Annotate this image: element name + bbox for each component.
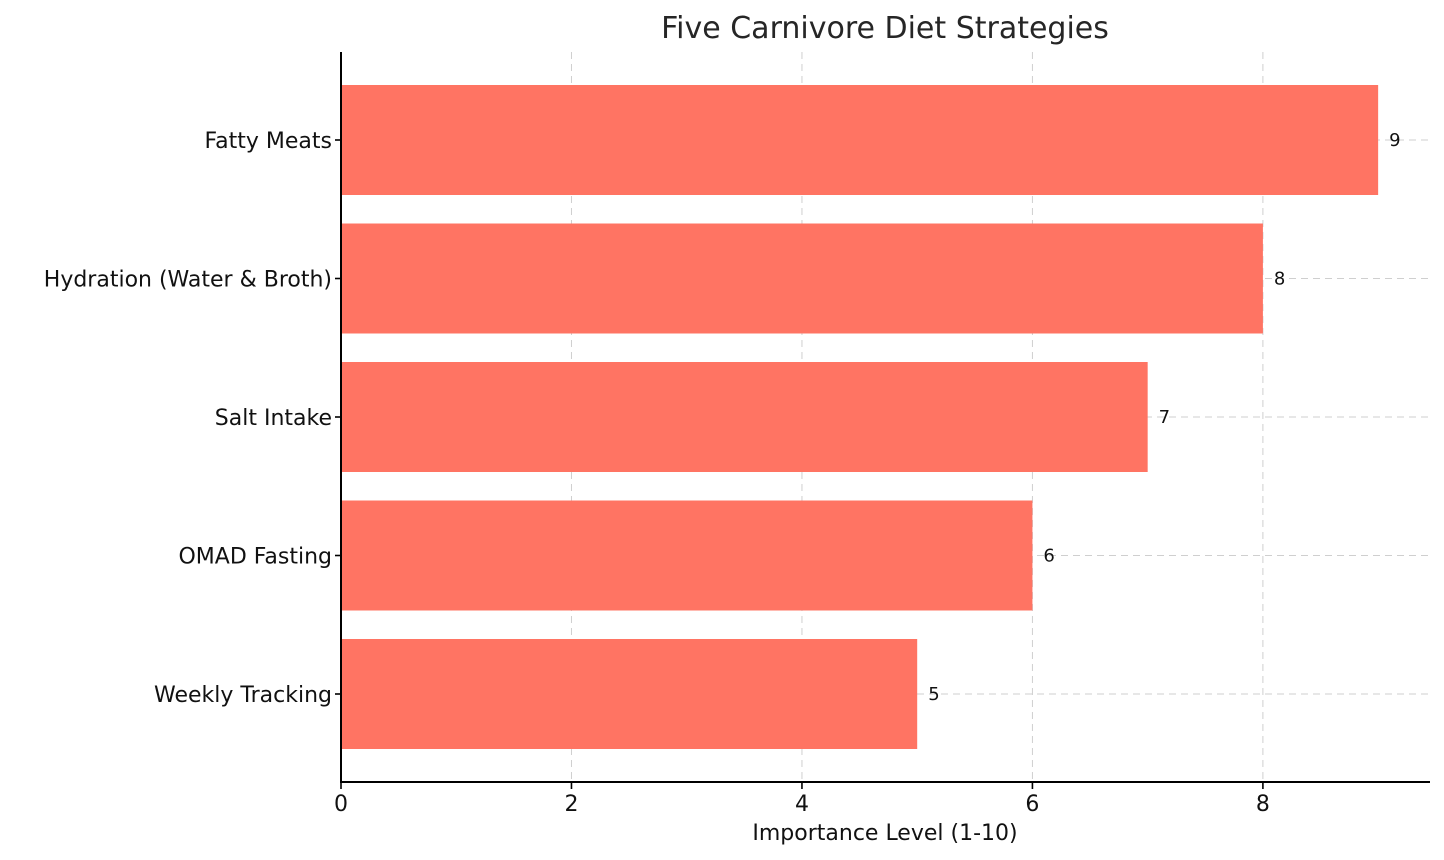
x-axis-label: Importance Level (1-10) bbox=[752, 821, 1017, 846]
bar bbox=[341, 639, 918, 749]
bar-value-label: 6 bbox=[1043, 546, 1054, 567]
x-tick-label: 2 bbox=[564, 792, 578, 817]
x-tick-label: 6 bbox=[1025, 792, 1039, 817]
bar bbox=[341, 362, 1148, 472]
ticks: Fatty Meats Hydration (Water & Broth) Salt… bbox=[44, 129, 1270, 817]
bar-value-label: 9 bbox=[1389, 130, 1400, 151]
bar-value-label: 7 bbox=[1159, 407, 1170, 428]
bar bbox=[341, 223, 1263, 334]
y-tick-label: Hydration (Water & Broth) bbox=[44, 268, 332, 293]
bar-value-label: 8 bbox=[1274, 269, 1285, 290]
bar bbox=[341, 85, 1379, 195]
y-tick-label: Fatty Meats bbox=[205, 129, 332, 154]
y-tick-label: OMAD Fasting bbox=[178, 545, 332, 570]
x-tick-label: 0 bbox=[334, 792, 348, 817]
chart-title: Five Carnivore Diet Strategies bbox=[661, 11, 1109, 46]
x-tick-label: 4 bbox=[795, 792, 809, 817]
y-tick-label: Salt Intake bbox=[215, 406, 332, 431]
bar-value-label: 5 bbox=[928, 684, 939, 705]
bars: 9 8 7 6 5 bbox=[341, 85, 1401, 749]
y-tick-label: Weekly Tracking bbox=[154, 683, 332, 708]
bar bbox=[341, 500, 1033, 611]
x-tick-label: 8 bbox=[1256, 792, 1270, 817]
